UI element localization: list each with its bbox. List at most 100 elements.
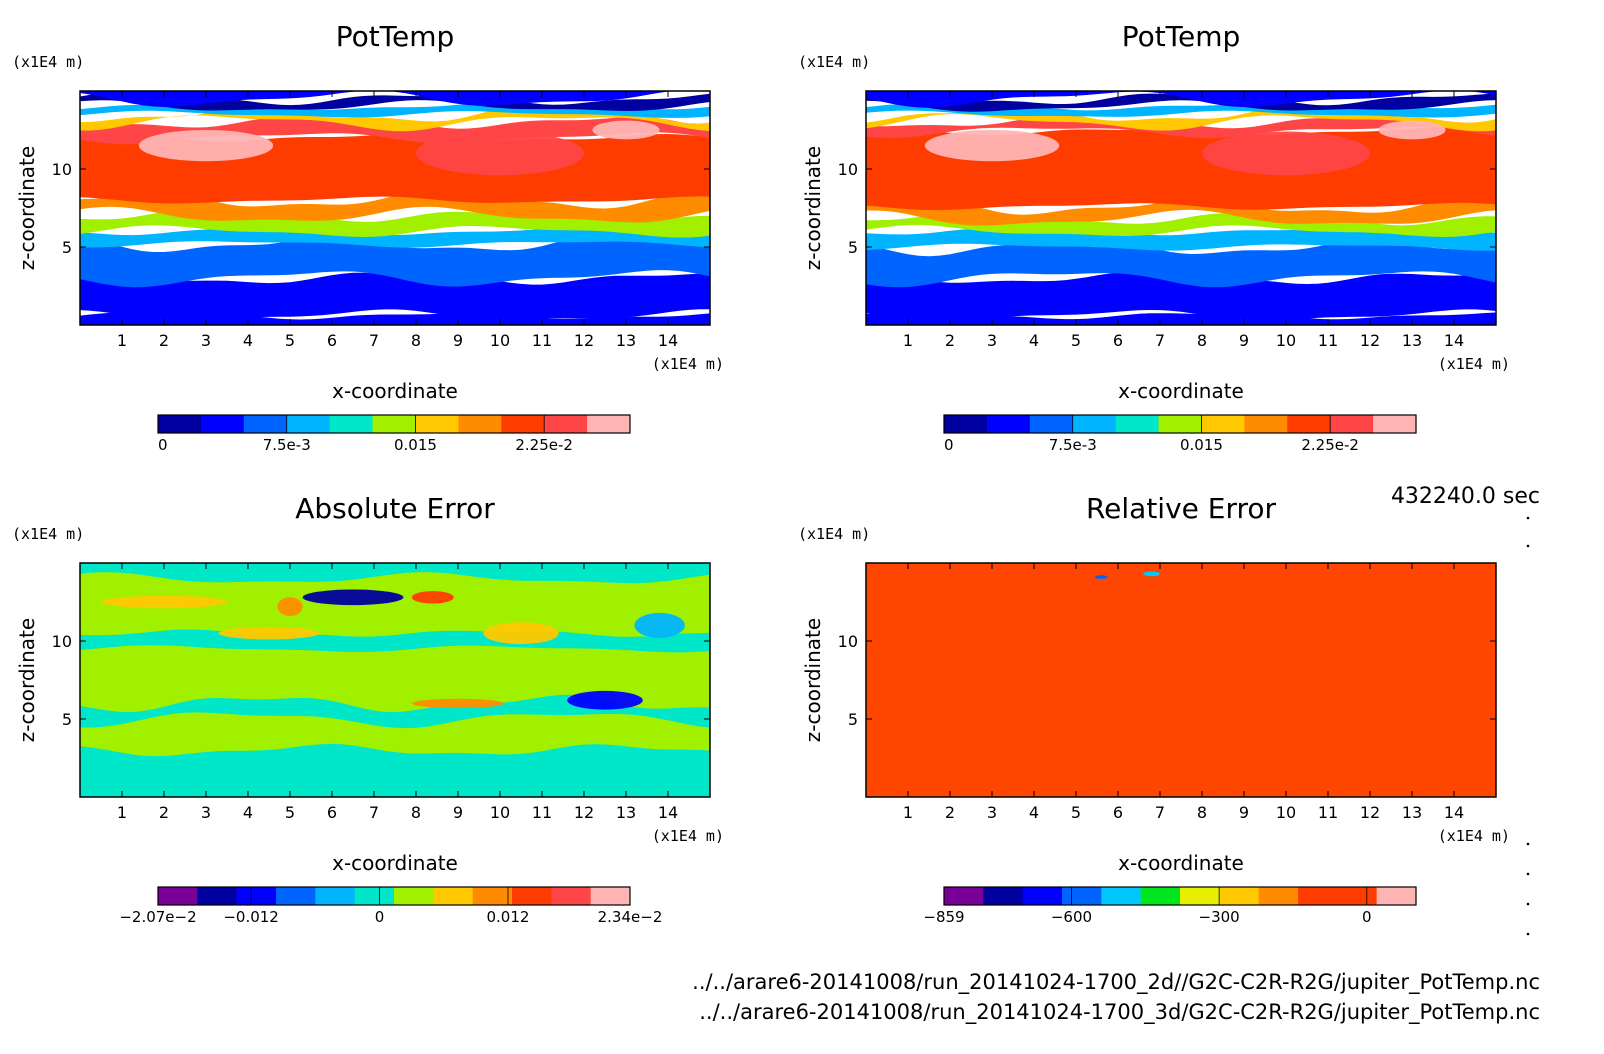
x-tick-label: 8: [1197, 803, 1207, 822]
x-tick-label: 4: [243, 331, 253, 350]
colorbar-swatch: [512, 887, 552, 905]
colorbar-swatch: [1072, 415, 1117, 433]
contour-field: [80, 91, 710, 325]
x-tick-label: 3: [201, 803, 211, 822]
contour-feature: [218, 626, 320, 640]
y-axis-label: z-coordinate: [801, 618, 825, 742]
x-tick-label: 6: [327, 331, 337, 350]
contour-field: [866, 91, 1496, 325]
x-tick-label: 10: [1276, 803, 1296, 822]
colorbar-swatch: [372, 415, 416, 433]
colorbar-swatch: [944, 887, 984, 905]
colorbar-swatch: [276, 887, 316, 905]
file-path-2d: ../../arare6-20141008/run_20141024-1700_…: [692, 970, 1540, 994]
colorbar-swatch: [587, 415, 631, 433]
x-tick-label: 2: [159, 331, 169, 350]
chart-title: PotTemp: [1122, 20, 1241, 53]
colorbar-swatch: [1330, 415, 1374, 433]
x-tick-label: 2: [159, 803, 169, 822]
y-tick-label: 10: [52, 632, 72, 651]
x-axis-label: x-coordinate: [332, 851, 458, 875]
plot-frame: [865, 562, 1497, 798]
colorbar-label: 0: [944, 436, 954, 454]
contour-band: [80, 227, 710, 248]
contour-band: [866, 237, 1496, 288]
file-path-3d: ../../arare6-20141008/run_20141024-1700_…: [699, 1000, 1540, 1024]
colorbar-swatch: [1140, 887, 1181, 905]
colorbar: 0 7.5e-3 0.015 2.25e-2: [157, 414, 631, 454]
chart-title: Absolute Error: [295, 492, 495, 525]
x-tick-label: 3: [987, 331, 997, 350]
colorbar-label: 2.25e-2: [515, 436, 573, 454]
colorbar-swatch: [1219, 887, 1260, 905]
x-tick-label: 13: [1402, 803, 1422, 822]
colorbar-label: −300: [1199, 908, 1240, 926]
x-axis-label: x-coordinate: [332, 379, 458, 403]
x-unit-label: (x1E4 m): [1438, 827, 1510, 845]
contour-feature: [924, 130, 1060, 162]
plot-frame: [79, 562, 711, 798]
y-axis-label: z-coordinate: [801, 146, 825, 270]
x-tick-label: 11: [1318, 331, 1338, 350]
colorbar-label: 7.5e-3: [263, 436, 311, 454]
x-tick-label: 1: [903, 803, 913, 822]
contour-feature: [411, 698, 505, 709]
x-unit-label: (x1E4 m): [652, 355, 724, 373]
x-tick-label: 10: [1276, 331, 1296, 350]
x-tick-label: 12: [1360, 803, 1380, 822]
colorbar-swatch: [983, 887, 1024, 905]
x-tick-label: 9: [1239, 803, 1249, 822]
contour-band: [866, 91, 1496, 108]
colorbar-swatch: [1287, 415, 1331, 433]
colorbar-swatch: [329, 415, 374, 433]
colorbar-swatch: [243, 415, 288, 433]
colorbar-swatch: [501, 415, 545, 433]
x-tick-label: 7: [369, 331, 379, 350]
colorbar-label: 0.012: [487, 908, 530, 926]
colorbar-swatch: [986, 415, 1031, 433]
y-tick-label: 10: [838, 632, 858, 651]
x-tick-label: 9: [453, 331, 463, 350]
x-tick-label: 10: [490, 803, 510, 822]
margin-dot: [1526, 516, 1530, 520]
colorbar-label: 0: [1362, 908, 1372, 926]
y-tick-label: 5: [848, 238, 858, 257]
x-tick-label: 3: [987, 803, 997, 822]
x-tick-label: 4: [243, 803, 253, 822]
colorbar-swatch: [1337, 887, 1378, 905]
colorbar: 0 7.5e-3 0.015 2.25e-2: [943, 414, 1417, 454]
x-tick-label: 2: [945, 331, 955, 350]
contour-feature: [567, 690, 643, 710]
colorbar-swatch: [458, 415, 502, 433]
contour-feature: [483, 622, 559, 645]
x-tick-label: 6: [1113, 331, 1123, 350]
contour-feature: [634, 612, 685, 638]
contour-feature: [411, 591, 454, 604]
x-tick-label: 6: [1113, 803, 1123, 822]
contour-feature: [277, 597, 303, 617]
x-tick-label: 9: [1239, 331, 1249, 350]
colorbar-swatch: [197, 887, 238, 905]
colorbar-label: 0.015: [1180, 436, 1223, 454]
x-tick-label: 7: [369, 803, 379, 822]
colorbar-swatch: [551, 887, 592, 905]
colorbar-swatch: [1201, 415, 1245, 433]
x-tick-label: 14: [1444, 803, 1464, 822]
chart-title: PotTemp: [336, 20, 455, 53]
chart-title: Relative Error: [1086, 492, 1277, 525]
margin-dot: [1526, 544, 1530, 548]
y-unit-label: (x1E4 m): [798, 525, 870, 543]
contour-band: [80, 743, 710, 797]
contour-feature: [138, 130, 274, 162]
colorbar-swatch: [415, 415, 459, 433]
colorbar: −2.07e−2 −0.012 0 0.012 2.34e−2: [119, 886, 662, 926]
x-unit-label: (x1E4 m): [652, 827, 724, 845]
colorbar-label: 0.015: [394, 436, 437, 454]
colorbar-swatch: [1258, 887, 1299, 905]
y-unit-label: (x1E4 m): [798, 53, 870, 71]
y-axis-label: z-coordinate: [15, 618, 39, 742]
y-tick-label: 10: [838, 160, 858, 179]
plot-frame: [865, 90, 1497, 326]
